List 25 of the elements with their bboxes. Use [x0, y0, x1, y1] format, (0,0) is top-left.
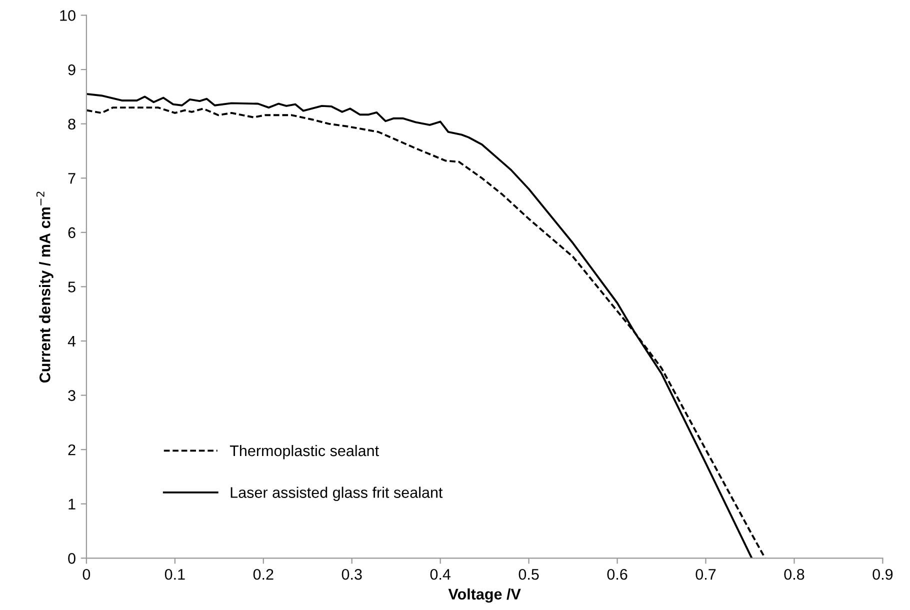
y-axis-title: Current density / mA cm$^{−2}$ — [36, 192, 54, 383]
x-tick-label: 0.3 — [342, 568, 362, 580]
x-tick-label: 0.5 — [518, 568, 539, 580]
x-tick-label: 0.2 — [253, 568, 274, 580]
x-tick-label: 0.7 — [696, 568, 716, 580]
x-tick-label: 0.9 — [872, 568, 893, 580]
y-tick-label: 9 — [68, 64, 76, 76]
x-tick-label: 0.6 — [607, 568, 628, 580]
y-tick-label: 5 — [68, 282, 76, 292]
y-tick-label: 6 — [68, 227, 76, 238]
x-tick-label: 0 — [82, 568, 90, 580]
y-tick-label: 4 — [68, 336, 76, 347]
legend-label: Laser assisted glass frit sealant — [230, 486, 443, 501]
y-tick-label: 7 — [68, 173, 76, 184]
y-tick-label: 3 — [68, 390, 76, 401]
y-tick-label: 8 — [68, 118, 76, 130]
y-tick-label: 2 — [68, 444, 76, 456]
x-tick-label: 0.8 — [784, 568, 804, 580]
y-tick-label: 10 — [60, 10, 76, 21]
legend-label: Thermoplastic sealant — [230, 444, 379, 460]
x-tick-label: 0.4 — [430, 568, 451, 580]
y-tick-label: 1 — [68, 498, 76, 510]
x-axis-title: Voltage /V — [448, 588, 521, 603]
y-tick-label: 0 — [68, 553, 76, 564]
x-tick-label: 0.1 — [164, 568, 185, 580]
